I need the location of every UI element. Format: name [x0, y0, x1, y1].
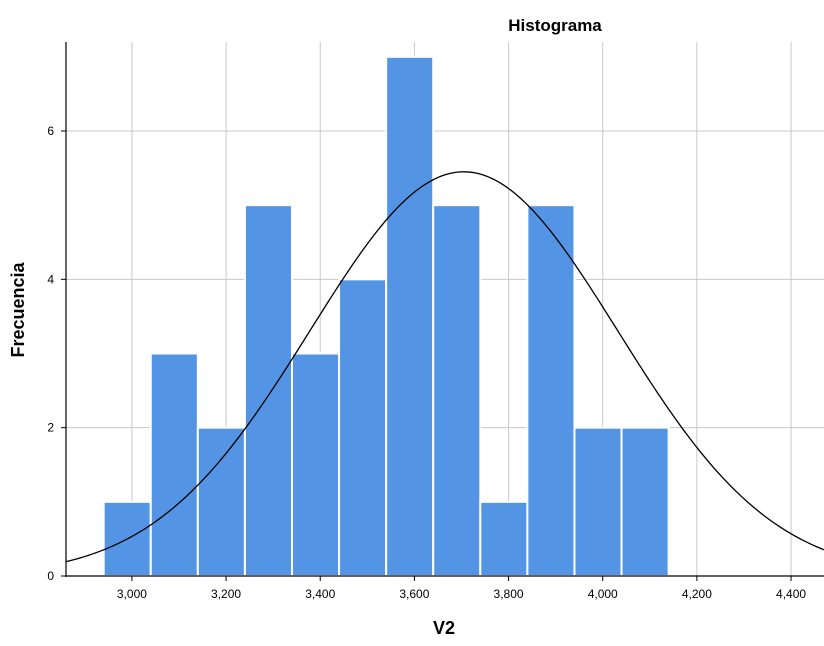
bars-layer — [102, 55, 670, 578]
curve-layer — [65, 171, 824, 563]
x-tick-label-4: 3,800 — [494, 587, 524, 601]
histogram-bar-1 — [149, 352, 199, 577]
histogram-bar-3 — [243, 204, 293, 578]
y-tick-label-3: 6 — [47, 124, 54, 138]
histogram-bar-2 — [196, 426, 246, 577]
chart-title: Histograma — [508, 16, 602, 35]
y-tick-label-2: 4 — [47, 272, 54, 286]
x-tick-label-6: 4,200 — [682, 587, 712, 601]
x-tick-label-1: 3,200 — [211, 587, 241, 601]
y-axis-title: Frecuencia — [8, 261, 28, 357]
histogram-bar-5 — [338, 278, 388, 577]
x-axis-title: V2 — [433, 618, 455, 638]
x-tick-label-7: 4,400 — [776, 587, 806, 601]
histogram-bar-6 — [385, 55, 435, 578]
x-tick-label-0: 3,000 — [117, 587, 147, 601]
x-tick-label-5: 4,000 — [588, 587, 618, 601]
histogram-bar-7 — [432, 204, 482, 578]
x-tick-label-2: 3,400 — [305, 587, 335, 601]
y-tick-label-1: 2 — [47, 421, 54, 435]
normal-curve — [65, 171, 824, 563]
histogram-bar-9 — [526, 204, 576, 578]
histogram-bar-4 — [290, 352, 341, 577]
histogram-bar-10 — [573, 426, 623, 577]
histogram-bar-8 — [479, 500, 529, 578]
x-tick-label-3: 3,600 — [399, 587, 429, 601]
histogram-bar-11 — [620, 426, 670, 577]
y-tick-label-0: 0 — [47, 569, 54, 583]
tick-layer: 3,000 3,200 3,400 3,600 3,800 4,000 4,200 4,400… — [47, 124, 806, 601]
